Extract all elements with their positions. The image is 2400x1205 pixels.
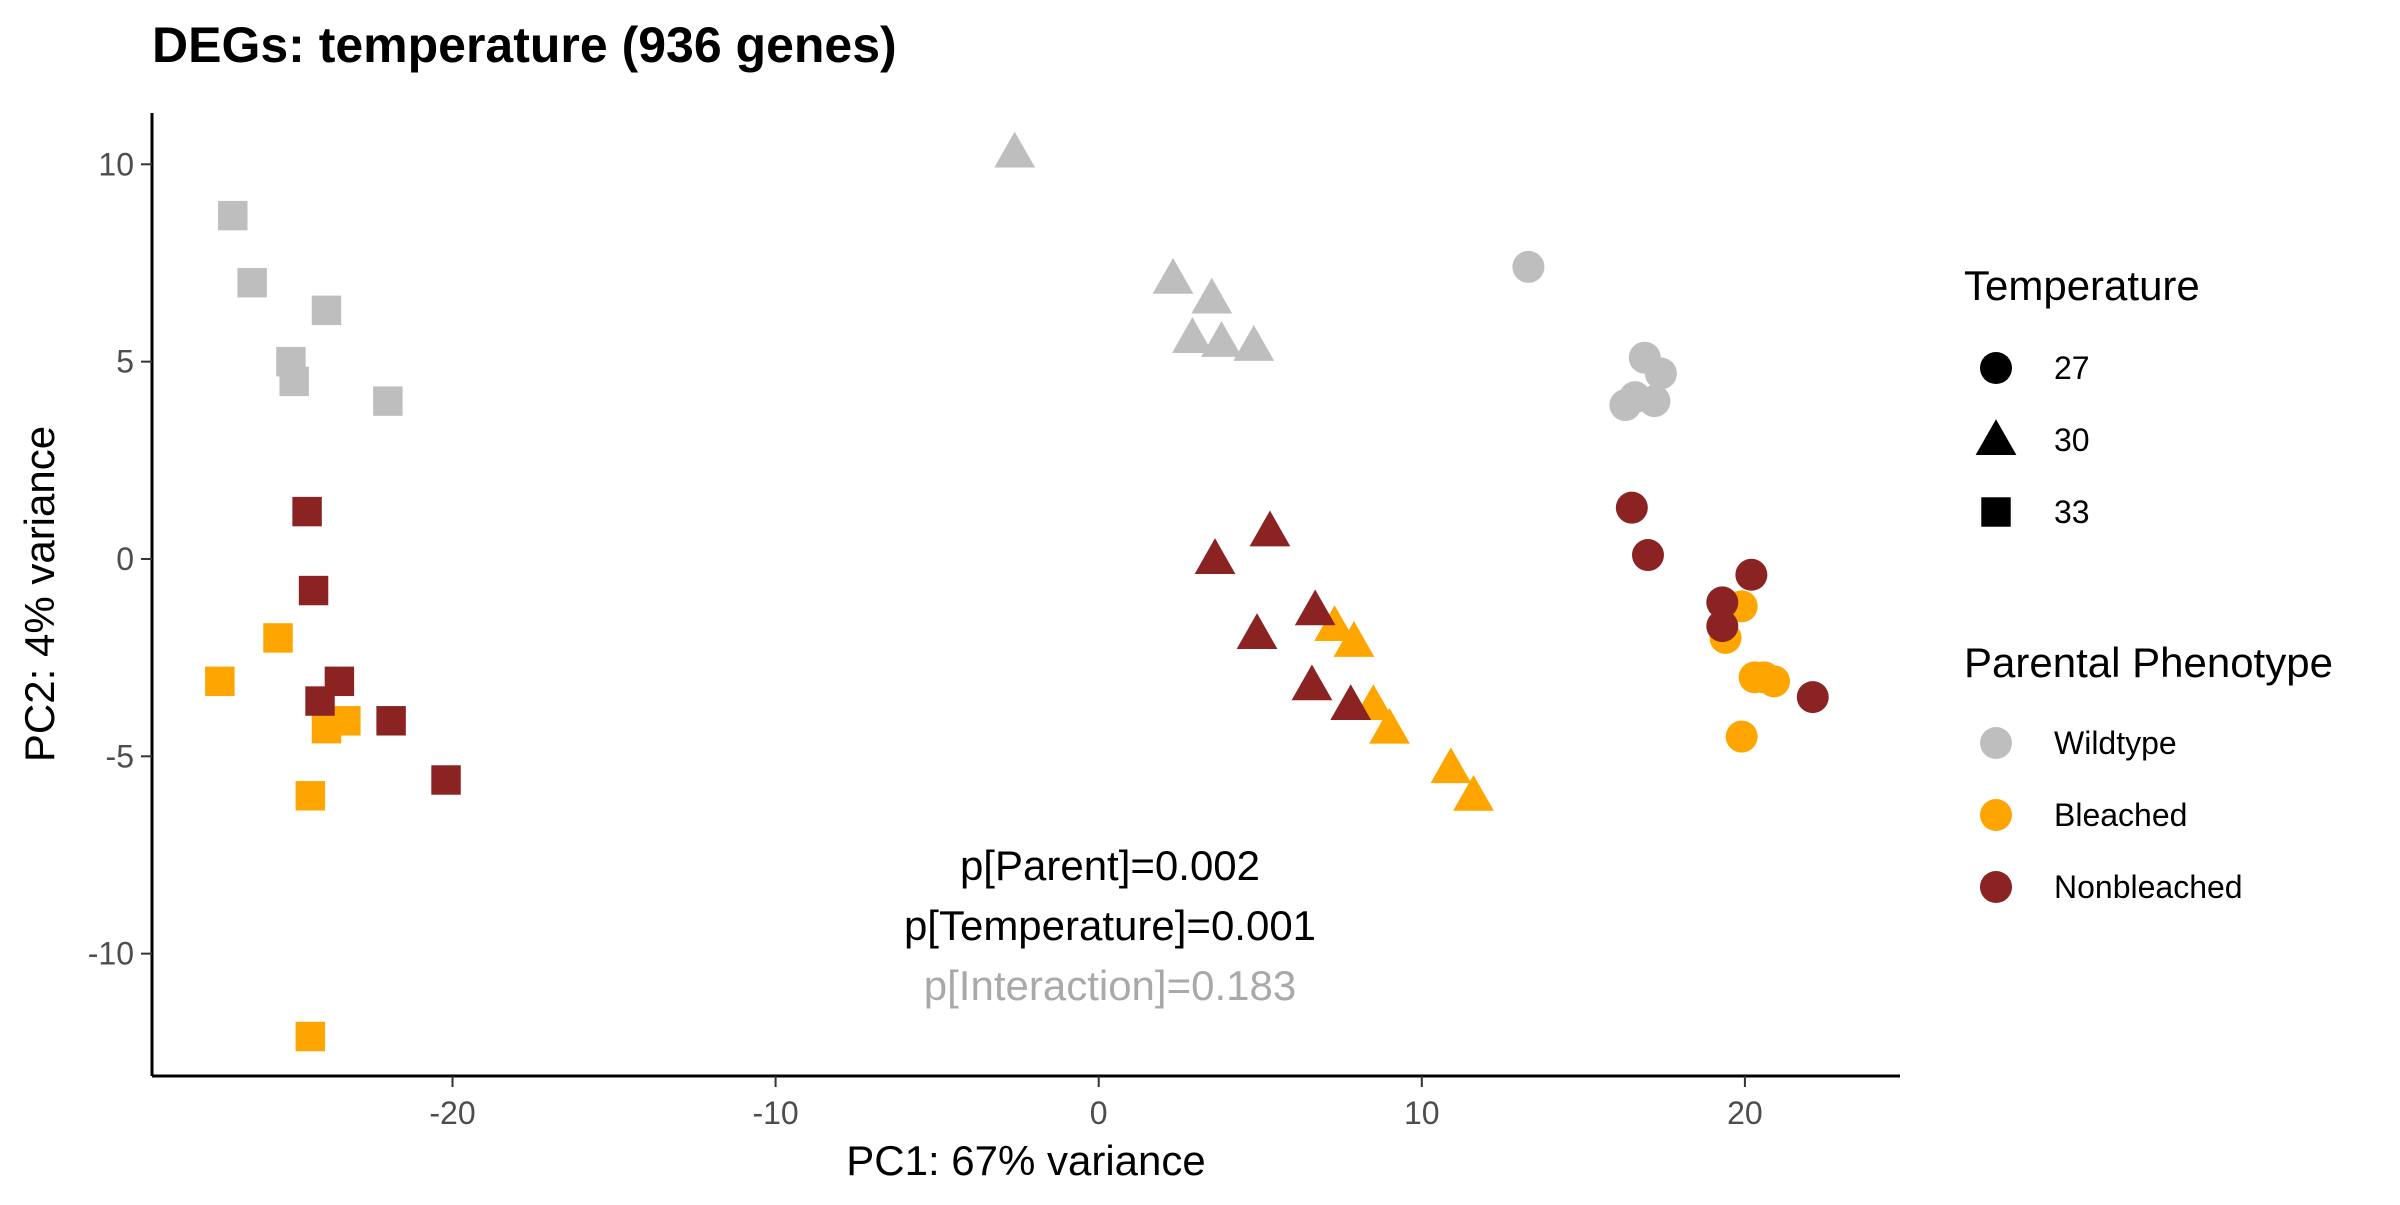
legend-key-circle <box>1980 871 2012 903</box>
legend-label: Bleached <box>2054 797 2187 833</box>
data-point-wildtype-square <box>279 366 309 397</box>
y-tick-label: -10 <box>88 936 134 972</box>
data-point-bleached-triangle <box>1333 621 1375 657</box>
data-point-bleached-triangle <box>1453 774 1494 811</box>
data-point-bleached-square <box>295 781 326 811</box>
data-point-nonbleached-square <box>376 706 406 736</box>
y-tick-label: 0 <box>116 541 134 577</box>
legend-key-triangle <box>1975 419 2017 455</box>
data-point-wildtype-triangle <box>1191 277 1233 314</box>
y-tick-label: 5 <box>116 344 134 380</box>
data-point-wildtype-circle <box>1638 385 1671 418</box>
x-axis-ticks: -20 -10 0 10 20 <box>429 1076 1763 1131</box>
data-point-wildtype-square <box>373 386 403 416</box>
legend-title: Temperature <box>1964 262 2200 309</box>
legend-label: Wildtype <box>2054 725 2177 761</box>
data-point-wildtype-triangle <box>1201 321 1242 357</box>
legend-key-circle <box>1980 727 2012 759</box>
x-tick-label: -10 <box>752 1095 798 1131</box>
data-point-wildtype-square <box>311 295 342 326</box>
legend-label: 27 <box>2054 350 2090 386</box>
legend: Temperature 27 30 33 Parental Phenotype Wildt… <box>1964 262 2333 905</box>
data-point-nonbleached-circle <box>1796 681 1829 714</box>
annotation-text: p[Temperature]=0.001 <box>904 902 1316 949</box>
data-point-nonbleached-triangle <box>1294 589 1336 626</box>
legend-label: 30 <box>2054 422 2090 458</box>
legend-key-square <box>1981 497 2011 527</box>
data-point-wildtype-circle <box>1609 389 1642 422</box>
data-point-nonbleached-circle <box>1706 610 1739 643</box>
data-point-nonbleached-circle <box>1735 558 1768 591</box>
data-point-nonbleached-square <box>292 496 322 527</box>
data-point-nonbleached-circle <box>1706 586 1739 619</box>
annotation-text: p[Interaction]=0.183 <box>924 962 1296 1009</box>
data-point-nonbleached-square <box>305 686 335 716</box>
legend-title: Parental Phenotype <box>1964 639 2333 686</box>
data-point-bleached-circle <box>1725 720 1758 753</box>
x-axis-title: PC1: 67% variance <box>846 1137 1206 1184</box>
data-point-nonbleached-circle <box>1615 491 1648 524</box>
data-point-bleached-square <box>263 623 293 653</box>
data-point-nonbleached-triangle <box>1194 538 1236 574</box>
data-point-wildtype-circle <box>1512 250 1545 283</box>
data-point-wildtype-triangle <box>1152 257 1194 294</box>
annotation-text: p[Parent]=0.002 <box>960 842 1260 889</box>
data-point-bleached-triangle <box>1369 707 1410 744</box>
y-axis-title: PC2: 4% variance <box>16 426 63 762</box>
y-tick-label: -5 <box>106 738 134 774</box>
x-tick-label: 20 <box>1727 1095 1763 1131</box>
data-point-nonbleached-circle <box>1631 539 1664 572</box>
legend-label: Nonbleached <box>2054 869 2243 905</box>
p-value-annotations: p[Parent]=0.002 p[Temperature]=0.001 p[Int… <box>904 842 1316 1009</box>
data-point-wildtype-square <box>218 200 248 231</box>
data-point-wildtype-triangle <box>1233 325 1275 361</box>
x-tick-label: 0 <box>1090 1095 1108 1131</box>
x-tick-label: 10 <box>1404 1095 1440 1131</box>
y-tick-label: 10 <box>98 146 134 182</box>
data-point-bleached-square <box>331 706 361 736</box>
data-point-bleached-square <box>205 666 235 697</box>
data-points <box>205 131 1829 1052</box>
data-point-nonbleached-triangle <box>1236 613 1278 649</box>
data-point-nonbleached-triangle <box>1249 510 1291 547</box>
data-point-nonbleached-square <box>298 575 329 606</box>
data-point-nonbleached-square <box>431 765 461 795</box>
x-tick-label: -20 <box>429 1095 475 1131</box>
data-point-bleached-triangle <box>1314 605 1355 642</box>
data-point-wildtype-circle <box>1644 357 1677 390</box>
y-axis-ticks: -10 -5 0 5 10 <box>88 146 152 972</box>
data-point-bleached-circle <box>1757 665 1790 698</box>
data-point-bleached-triangle <box>1430 747 1472 784</box>
legend-key-circle <box>1980 352 2012 384</box>
data-point-wildtype-square <box>237 267 267 298</box>
chart-title: DEGs: temperature (936 genes) <box>152 17 897 73</box>
data-point-nonbleached-triangle <box>1330 684 1372 720</box>
data-point-wildtype-triangle <box>1172 317 1213 353</box>
data-point-wildtype-triangle <box>994 131 1036 168</box>
data-point-bleached-square <box>295 1021 326 1052</box>
data-point-nonbleached-triangle <box>1291 664 1333 701</box>
legend-label: 33 <box>2054 494 2090 530</box>
legend-key-circle <box>1980 799 2012 831</box>
